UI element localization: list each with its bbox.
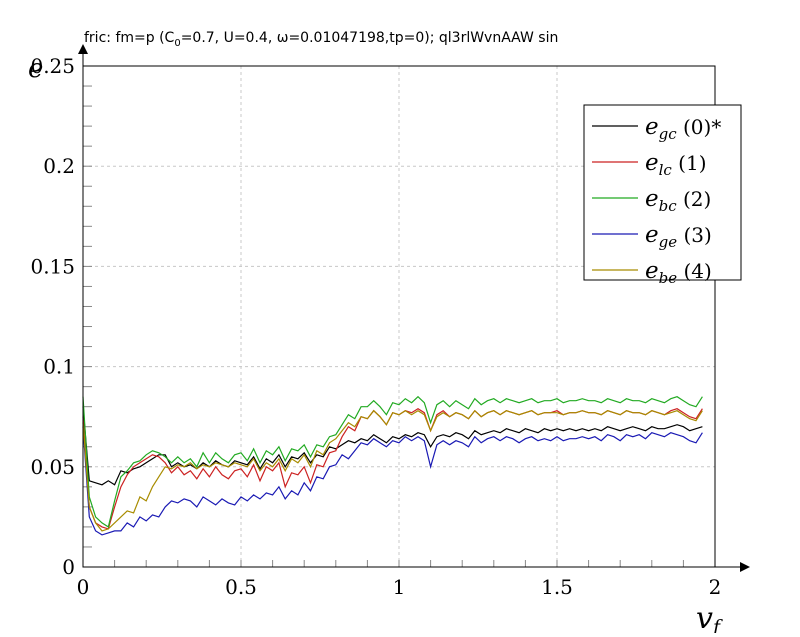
legend-label: ebe (4) xyxy=(645,258,712,287)
tick-labels: 0 0.5 1 1.5 2 0 0.05 0.1 0.15 0.2 0.25 xyxy=(30,54,721,599)
x-tick-label: 1.5 xyxy=(541,575,573,599)
y-tick-label: 0.2 xyxy=(43,154,75,178)
legend-label: ebc (2) xyxy=(645,186,711,215)
x-axis-arrow xyxy=(740,562,750,572)
y-tick-label: 0 xyxy=(62,555,75,579)
legend-label: elc (1) xyxy=(645,150,707,179)
x-tick-label: 0 xyxy=(77,575,90,599)
legend-label: egc (0)* xyxy=(645,114,721,143)
y-tick-label: 0.1 xyxy=(43,355,75,379)
x-axis-label: vf xyxy=(696,601,723,633)
x-tick-label: 1 xyxy=(393,575,406,599)
y-tick-label: 0.05 xyxy=(30,455,75,479)
y-axis-label: e xyxy=(28,54,43,84)
series-line-gc xyxy=(82,406,703,486)
series-line-be xyxy=(82,409,703,532)
series-line-ge xyxy=(82,426,703,536)
x-tick-label: 2 xyxy=(709,575,722,599)
y-tick-label: 0.15 xyxy=(30,254,75,278)
y-axis-arrow xyxy=(78,44,88,54)
x-tick-label: 0.5 xyxy=(225,575,257,599)
legend-label: ege (3) xyxy=(645,222,712,251)
y-tick-label: 0.25 xyxy=(30,54,75,78)
legend-box xyxy=(583,104,742,281)
chart-title: fric: fm=p (C0=0.7, U=0.4, ω=0.01047198,… xyxy=(84,30,558,49)
legend: egc (0)* elc (1) ebc (2) ege (3) ebe (4) xyxy=(583,104,742,287)
series-lines xyxy=(82,395,703,536)
series-line-bc xyxy=(82,395,703,528)
